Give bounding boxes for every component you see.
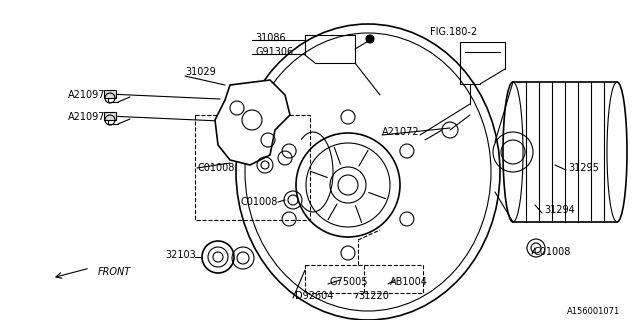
Text: FRONT: FRONT <box>98 267 131 277</box>
Text: 31220: 31220 <box>358 291 389 301</box>
Text: A21097: A21097 <box>67 112 105 122</box>
Text: FIG.180-2: FIG.180-2 <box>430 27 477 37</box>
Text: A21072: A21072 <box>382 127 420 137</box>
Text: C01008: C01008 <box>534 247 572 257</box>
Text: D92604: D92604 <box>295 291 333 301</box>
Text: AB1004: AB1004 <box>390 277 428 287</box>
Text: C01008: C01008 <box>198 163 236 173</box>
Bar <box>104 90 116 98</box>
Text: 32103: 32103 <box>165 250 196 260</box>
Text: G75005: G75005 <box>330 277 369 287</box>
Bar <box>104 112 116 120</box>
Text: A21097: A21097 <box>67 90 105 100</box>
Text: 31295: 31295 <box>568 163 599 173</box>
Text: 31294: 31294 <box>544 205 575 215</box>
Text: 31029: 31029 <box>185 67 216 77</box>
Polygon shape <box>215 80 290 165</box>
Circle shape <box>366 35 374 43</box>
Bar <box>195 115 310 220</box>
Bar <box>305 265 423 293</box>
Text: C01008: C01008 <box>241 197 278 207</box>
Text: A156001071: A156001071 <box>567 308 620 316</box>
Text: G91306: G91306 <box>255 47 293 57</box>
Text: 31086: 31086 <box>255 33 285 43</box>
